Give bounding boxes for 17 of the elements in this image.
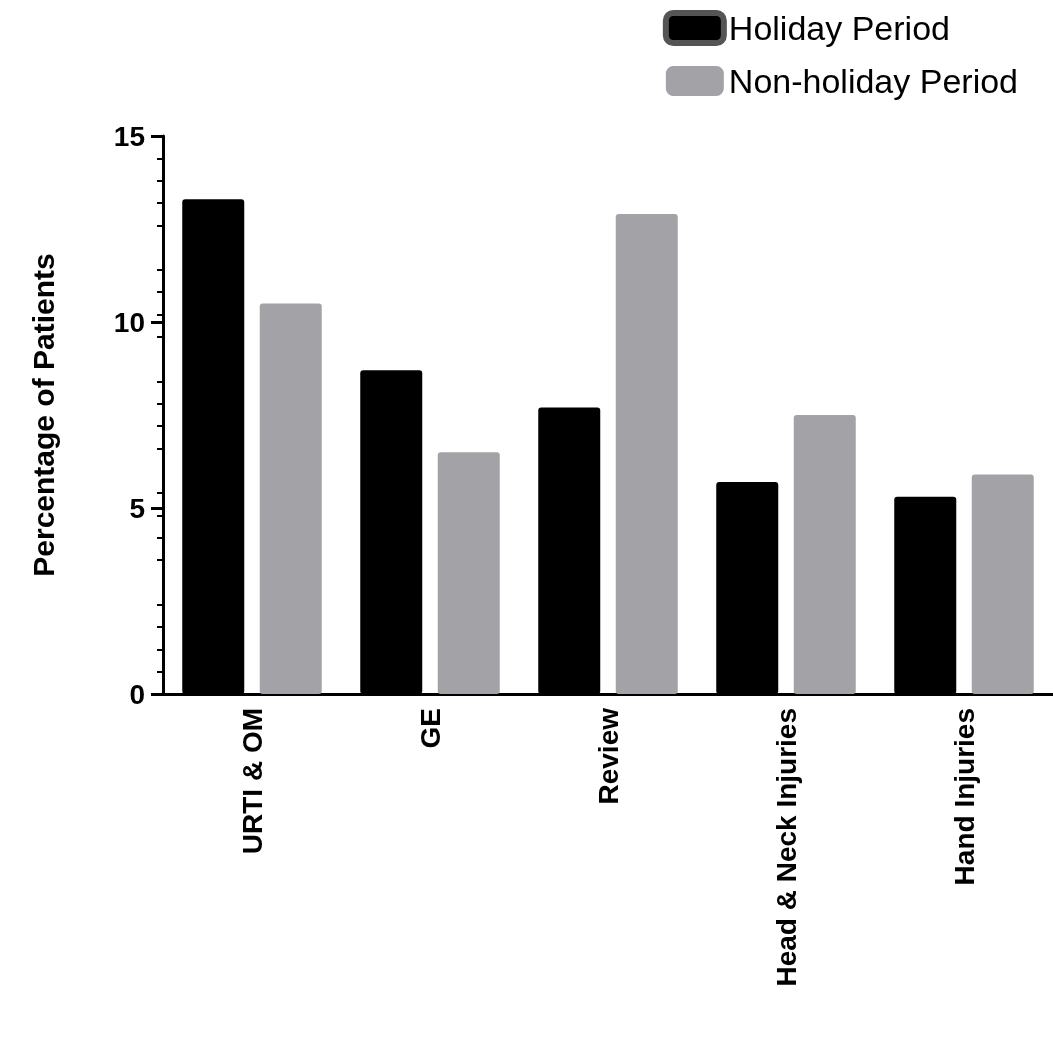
x-tick-label: URTI & OM [236, 708, 268, 855]
bar [259, 303, 322, 694]
bar [971, 474, 1034, 694]
bar [437, 452, 500, 694]
x-tick-label: GE [414, 708, 446, 749]
x-tick-label: Review [592, 707, 624, 805]
y-tick-label: 0 [129, 678, 145, 710]
y-tick-label: 10 [113, 306, 145, 338]
legend-label: Non-holiday Period [728, 62, 1019, 100]
bar [615, 214, 678, 694]
x-tick-label: Head & Neck Injuries [770, 708, 802, 987]
bar [793, 415, 856, 694]
x-tick-label: Hand Injuries [948, 708, 980, 886]
y-tick-label: 15 [113, 120, 145, 152]
legend-label: Holiday Period [728, 9, 950, 47]
y-tick-label: 5 [129, 492, 145, 524]
y-axis-title: Percentage of Patients [26, 253, 60, 577]
